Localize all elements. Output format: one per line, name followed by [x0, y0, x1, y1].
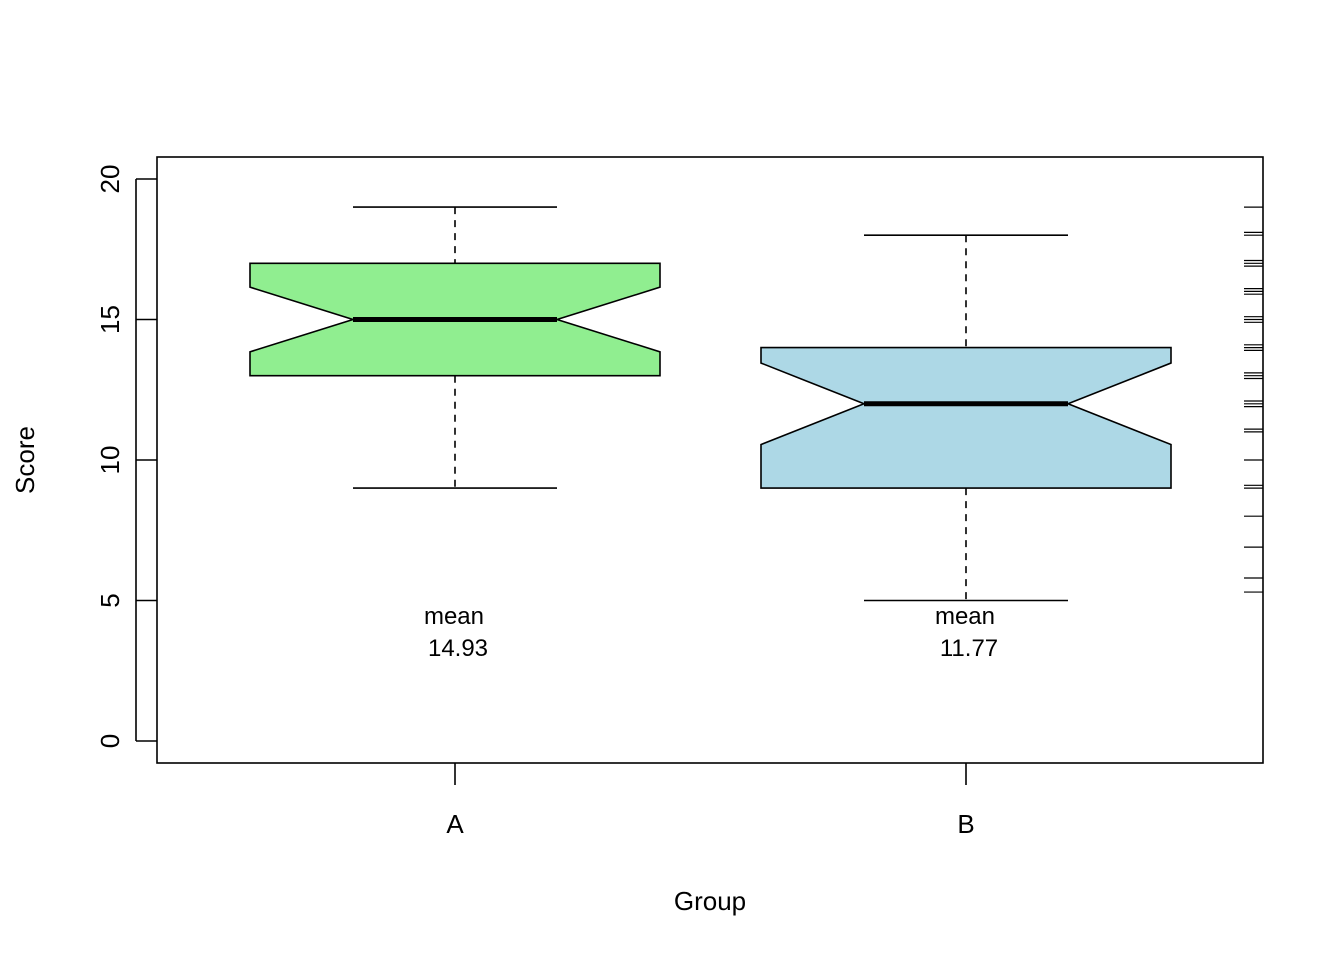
x-axis-title: Group	[674, 886, 746, 916]
y-tick-label: 10	[95, 446, 125, 475]
y-tick-label: 0	[95, 734, 125, 748]
rug	[1244, 206, 1263, 593]
box-group-A	[249, 206, 661, 489]
y-axis: 0 5 10 15 20	[95, 165, 157, 748]
x-tick-label: B	[957, 809, 974, 839]
y-tick-label: 20	[95, 165, 125, 194]
y-axis-title: Score	[10, 426, 40, 494]
mean-label: mean	[424, 603, 484, 630]
y-tick-label: 5	[95, 593, 125, 607]
boxes	[249, 206, 1172, 602]
mean-label: mean	[935, 603, 995, 630]
mean-value: 14.93	[428, 635, 488, 662]
box-group-B	[760, 234, 1172, 602]
mean-annotations: mean 14.93 mean 11.77	[424, 603, 998, 662]
mean-value: 11.77	[940, 635, 998, 662]
y-tick-label: 15	[95, 305, 125, 334]
notched-box	[760, 346, 1172, 489]
x-tick-label: A	[446, 809, 464, 839]
